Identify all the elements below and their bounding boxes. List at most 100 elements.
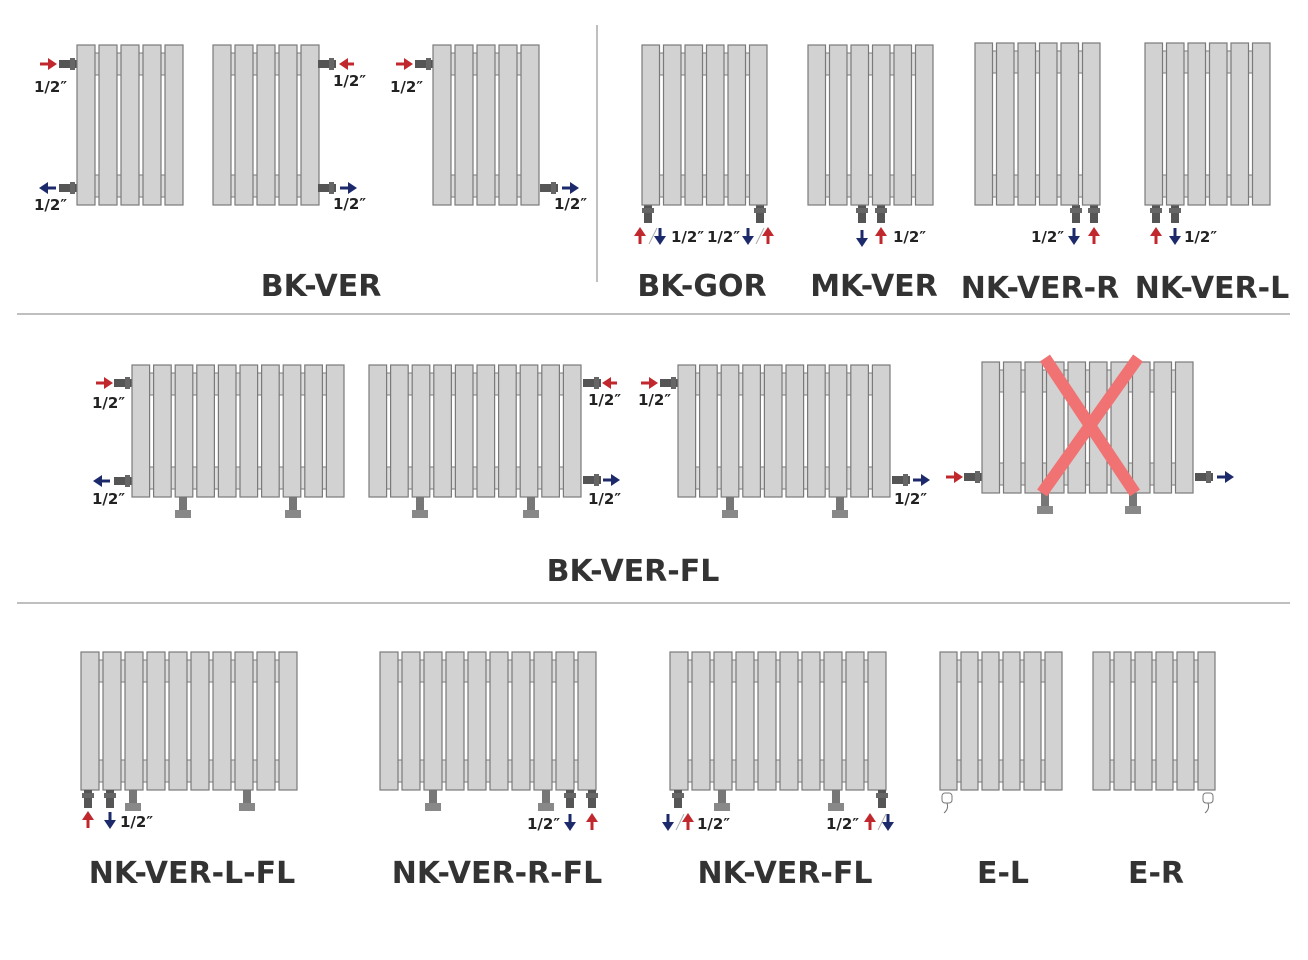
radiator-tube — [411, 364, 431, 498]
foot-post — [243, 790, 251, 804]
supply-arrow-icon — [40, 58, 57, 70]
radiator-tube — [164, 44, 184, 206]
supply-arrow-icon — [1088, 227, 1100, 244]
radiator-tube — [1002, 361, 1022, 494]
supply-arrow-icon — [864, 813, 876, 830]
pipe-nut — [70, 182, 75, 194]
radiator-header — [974, 174, 1101, 198]
radiator-tube — [146, 651, 166, 791]
size-label: 1/2″ — [34, 78, 67, 96]
supply-arrow-icon — [875, 227, 887, 244]
supply-arrow-icon — [586, 813, 598, 830]
pipe-connector-icon — [964, 471, 982, 483]
arrow-head — [104, 820, 116, 829]
supply-arrow-icon — [946, 471, 963, 483]
size-label: 1/2″ — [333, 195, 366, 213]
pipe — [1152, 205, 1160, 223]
pipe — [59, 184, 77, 192]
arrow-head — [882, 822, 894, 831]
pipe-connector-icon — [82, 790, 94, 808]
floor-foot-icon — [832, 497, 848, 518]
radiator-tube — [1144, 42, 1164, 206]
arrow-head — [742, 236, 754, 245]
radiator-tube — [168, 651, 188, 791]
radiator-tube — [641, 44, 661, 206]
pipe — [858, 205, 866, 223]
radiator-header — [1092, 759, 1216, 783]
pipe-connector-icon — [892, 474, 910, 486]
foot-post — [289, 497, 297, 511]
label-nk-ver-fl: NK-VER-FL — [698, 856, 873, 891]
radiator-tube — [698, 364, 718, 498]
radiator-icon — [1092, 651, 1216, 791]
plug-body — [941, 792, 953, 804]
radiator-tube — [981, 651, 1000, 791]
radiator-tube — [379, 651, 399, 791]
radiator-tube — [867, 651, 887, 791]
floor-foot-icon — [538, 790, 554, 811]
pipe-connector-icon — [1070, 205, 1082, 223]
pipe-nut — [551, 182, 556, 194]
label-mk-ver: MK-VER — [810, 269, 938, 304]
crossed-out-icon — [1037, 354, 1143, 497]
radiator-tube — [76, 44, 96, 206]
pipe-nut — [586, 793, 598, 798]
radiator-tube — [823, 651, 843, 791]
radiator-tube — [1017, 42, 1037, 206]
arrow-head — [864, 813, 876, 822]
arrow-head — [39, 182, 48, 194]
arrow-head — [564, 822, 576, 831]
label-e-l: E-L — [977, 856, 1029, 891]
arrow-head — [82, 811, 94, 820]
radiator-tube — [845, 651, 865, 791]
radiator-tube — [217, 364, 237, 498]
arrow-head — [570, 182, 579, 194]
radiator-tube — [489, 651, 509, 791]
arrow-head — [48, 58, 57, 70]
pipe-connector-icon — [114, 475, 132, 487]
radiator-tube — [1002, 651, 1021, 791]
pipe — [318, 184, 336, 192]
pipe-connector-icon — [104, 790, 116, 808]
pipe-nut — [875, 208, 887, 213]
radiator-icon — [677, 364, 891, 498]
radiator-header — [807, 174, 934, 198]
radiator-tube — [476, 44, 496, 206]
radiator-tube — [677, 364, 697, 498]
pipe — [1090, 205, 1098, 223]
pipe-nut — [1070, 208, 1082, 213]
radiator-tube — [278, 44, 298, 206]
pipe-connector-icon — [660, 377, 678, 389]
pipe — [660, 379, 678, 387]
return-arrow-icon — [340, 182, 357, 194]
pipe — [644, 205, 652, 223]
radiator-icon — [807, 44, 934, 206]
foot-post — [416, 497, 424, 511]
radiator-tube — [850, 44, 870, 206]
pipe-connector-icon — [583, 377, 601, 389]
supply-arrow-icon — [396, 58, 413, 70]
size-label: 1/2″ — [893, 228, 926, 246]
radiator-tube — [871, 44, 891, 206]
radiator-tube — [1060, 42, 1080, 206]
radiator-tube — [80, 651, 100, 791]
size-label: 1/2″ — [390, 78, 423, 96]
radiator-tube — [278, 651, 298, 791]
floor-foot-icon — [412, 497, 428, 518]
foot-base — [175, 510, 191, 518]
foot-base — [722, 510, 738, 518]
arrow-head — [1068, 236, 1080, 245]
size-label: 1/2″ — [92, 394, 125, 412]
radiator-tube — [261, 364, 280, 498]
arrow-head — [602, 377, 611, 389]
foot-base — [714, 803, 730, 811]
radiator-header — [1092, 659, 1216, 683]
radiator-tube — [757, 651, 777, 791]
arrow-head — [634, 227, 646, 236]
radiator-tube — [669, 651, 689, 791]
size-label: 1/2″ — [588, 391, 621, 409]
radiator-tube — [212, 44, 232, 206]
radiator-tube — [368, 364, 388, 498]
supply-arrow-icon — [641, 377, 658, 389]
supply-arrow-icon — [1150, 227, 1162, 244]
